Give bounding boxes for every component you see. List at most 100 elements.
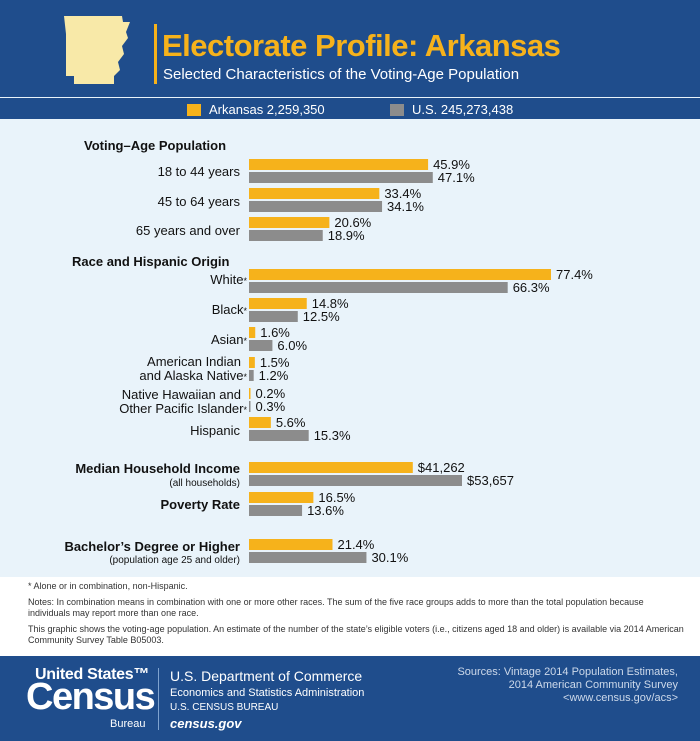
census-logo-united-states: United States™	[35, 666, 150, 683]
value-label-us-s1-r2: 6.0%	[277, 338, 307, 353]
bar-state-s1-r3	[249, 357, 255, 368]
bar-state-s0-r1	[249, 188, 380, 199]
footer-divider	[158, 668, 159, 730]
value-label-state-s1-r0: 77.4%	[556, 267, 593, 282]
value-label-state-s2-r0: $41,262	[418, 460, 465, 475]
value-label-us-s2-r1: 13.6%	[307, 503, 344, 518]
bar-us-s1-r4	[249, 401, 251, 412]
bar-us-s0-r2	[249, 230, 323, 241]
bar-state-s1-r5	[249, 417, 271, 428]
row-label-45-64: 45 to 64 years	[157, 194, 240, 209]
value-label-state-s2-r1: 16.5%	[318, 490, 355, 505]
row-sublabel-bachelors: (population age 25 and older)	[109, 555, 240, 566]
row-label-american-indian: American Indian and Alaska Native*	[139, 355, 247, 384]
value-label-state-s1-r3: 1.5%	[260, 355, 290, 370]
bar-us-s2-r2	[249, 552, 367, 563]
row-label-median-income: Median Household Income	[75, 461, 240, 476]
value-label-us-s0-r2: 18.9%	[328, 228, 365, 243]
bar-us-s1-r5	[249, 430, 309, 441]
row-label-american-indian-line1: American Indian	[147, 354, 241, 369]
value-label-state-s0-r2: 20.6%	[334, 215, 371, 230]
value-label-us-s2-r2: 30.1%	[371, 550, 408, 565]
asterisk-american-indian: *	[243, 372, 247, 382]
asterisk-asian: *	[243, 336, 247, 346]
census-site-link[interactable]: census.gov	[170, 716, 242, 731]
dept-name: U.S. Department of Commerce	[170, 668, 363, 684]
sources-line2: 2014 American Community Survey	[508, 679, 678, 691]
bar-us-s0-r0	[249, 172, 433, 183]
legend-label-state: Arkansas 2,259,350	[209, 102, 325, 117]
legend-swatch-state	[187, 103, 201, 116]
footnotes: * Alone or in combination, non-Hispanic.…	[28, 581, 688, 651]
row-sublabel-median-income: (all households)	[169, 478, 240, 489]
note-voting-age: This graphic shows the voting-age popula…	[28, 624, 684, 645]
footer: United States™ Census Bureau U.S. Depart…	[0, 656, 700, 741]
bar-state-s1-r1	[249, 298, 307, 309]
bar-state-s2-r0	[249, 462, 413, 473]
value-label-state-s1-r1: 14.8%	[312, 296, 349, 311]
asterisk-note: * Alone or in combination, non-Hispanic.	[28, 581, 188, 591]
asterisk-white: *	[243, 276, 247, 286]
row-label-native-hawaiian: Native Hawaiian and Other Pacific Island…	[119, 388, 247, 417]
sources-url[interactable]: <www.census.gov/acs>	[563, 692, 678, 704]
bar-state-s1-r0	[249, 269, 551, 280]
row-label-white-text: White	[210, 272, 244, 287]
value-label-state-s2-r2: 21.4%	[337, 537, 374, 552]
sources: Sources: Vintage 2014 Population Estimat…	[457, 666, 678, 705]
header-divider	[154, 24, 157, 84]
row-label-native-hawaiian-line2: Other Pacific Islander	[119, 401, 244, 416]
value-label-us-s1-r0: 66.3%	[513, 280, 550, 295]
legend-swatch-us	[390, 103, 404, 116]
row-label-asian: Asian*	[211, 333, 247, 348]
bar-us-s2-r1	[249, 505, 303, 516]
row-label-black-text: Black	[211, 302, 244, 317]
value-label-state-s0-r1: 33.4%	[384, 186, 421, 201]
value-label-state-s1-r2: 1.6%	[260, 325, 290, 340]
value-label-us-s1-r1: 12.5%	[303, 309, 340, 324]
value-label-state-s0-r0: 45.9%	[433, 157, 470, 172]
row-label-white: White*	[210, 273, 247, 288]
value-label-us-s0-r0: 47.1%	[438, 170, 475, 185]
legend-item-state: Arkansas 2,259,350	[187, 102, 325, 117]
bar-state-s1-r2	[249, 327, 256, 338]
note-combination: Notes: In combination means in combinati…	[28, 597, 644, 618]
bar-state-s2-r1	[249, 492, 314, 503]
row-label-bachelors: Bachelor’s Degree or Higher	[64, 539, 240, 554]
bar-us-s1-r1	[249, 311, 298, 322]
legend-item-us: U.S. 245,273,438	[390, 102, 513, 117]
value-label-state-s1-r5: 5.6%	[276, 415, 306, 430]
section-heading-voting-age: Voting–Age Population	[84, 138, 227, 153]
bar-state-s1-r4	[249, 388, 251, 399]
sources-line1: Sources: Vintage 2014 Population Estimat…	[457, 666, 678, 678]
value-label-us-s1-r3: 1.2%	[259, 368, 289, 383]
row-label-american-indian-line2: and Alaska Native	[139, 368, 244, 383]
row-label-18-44: 18 to 44 years	[157, 164, 240, 179]
bar-us-s0-r1	[249, 201, 383, 212]
asterisk-black: *	[243, 306, 247, 316]
value-label-state-s1-r4: 0.2%	[256, 386, 286, 401]
legend-label-us: U.S. 245,273,438	[412, 102, 514, 117]
bar-state-s2-r2	[249, 539, 333, 550]
row-label-hispanic: Hispanic	[190, 423, 240, 438]
census-logo-wordmark: Census	[26, 676, 156, 718]
row-label-native-hawaiian-line1: Native Hawaiian and	[121, 387, 241, 402]
header-banner: Electorate Profile: Arkansas Selected Ch…	[0, 0, 700, 97]
bureau-name: U.S. CENSUS BUREAU	[170, 702, 279, 713]
section-heading-race: Race and Hispanic Origin	[72, 254, 230, 269]
asterisk-native-hawaiian: *	[243, 405, 247, 415]
value-label-us-s0-r1: 34.1%	[387, 199, 424, 214]
bar-us-s1-r0	[249, 282, 508, 293]
arkansas-map-icon	[64, 16, 130, 84]
value-label-us-s1-r5: 15.3%	[314, 428, 351, 443]
page-title: Electorate Profile: Arkansas	[162, 28, 561, 63]
bar-state-s0-r0	[249, 159, 429, 170]
page-subtitle: Selected Characteristics of the Voting-A…	[163, 66, 520, 83]
bar-state-s0-r2	[249, 217, 330, 228]
bar-us-s1-r2	[249, 340, 273, 351]
value-label-us-s1-r4: 0.3%	[256, 399, 286, 414]
legend: Arkansas 2,259,350 U.S. 245,273,438	[0, 97, 700, 119]
census-logo-bureau: Bureau	[110, 718, 146, 730]
esa-name: Economics and Statistics Administration	[170, 687, 365, 699]
row-label-asian-text: Asian	[210, 332, 244, 347]
